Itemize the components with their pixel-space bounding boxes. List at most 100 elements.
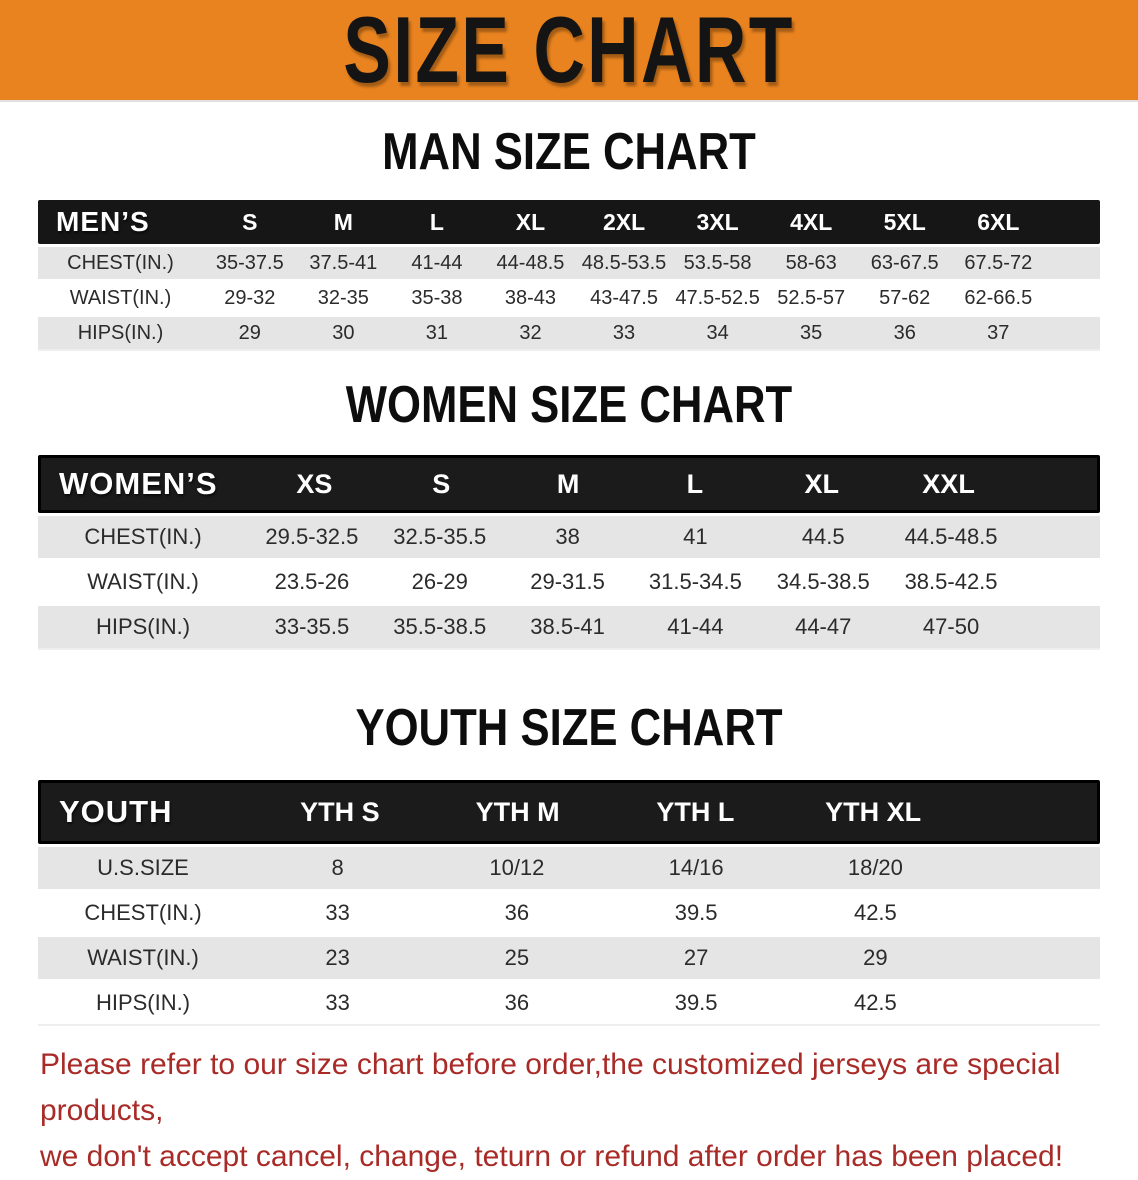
column-header: 5XL [883, 208, 926, 235]
row-cells: 23 25 27 29 [248, 945, 1100, 971]
table-row: CHEST(IN.) 33 36 39.5 42.5 [38, 889, 1100, 934]
row-label: CHEST(IN.) [84, 524, 202, 549]
table-row: HIPS(IN.) 33-35.5 35.5-38.5 38.5-41 41-44 44-… [38, 603, 1100, 648]
size-chart-section: WOMEN SIZE CHART WOMEN’S XS S M L XL XXL CHEST(I… [38, 379, 1100, 650]
size-cell: 62-66.5 [964, 286, 1033, 309]
size-cell: 39.5 [674, 990, 718, 1015]
size-cell: 38.5-42.5 [904, 569, 998, 594]
table-title: WOMEN’S [59, 466, 218, 501]
size-cell: 32 [519, 321, 542, 344]
row-cells: 29-32 32-35 35-38 38-43 43-47.5 47.5-52.5 52.5… [203, 287, 1100, 310]
column-header: XL [804, 468, 839, 499]
size-cell: 44-47 [795, 614, 852, 639]
row-cells: 33 36 39.5 42.5 [248, 900, 1100, 926]
table-row: CHEST(IN.) 35-37.5 37.5-41 41-44 44-48.5 48.5… [38, 244, 1100, 279]
size-cell: 14/16 [668, 855, 724, 880]
size-cell: 35 [800, 321, 823, 344]
column-header: YTH XL [825, 796, 922, 827]
column-header: YTH M [475, 796, 560, 827]
table-header-row: MEN’S S M L XL 2XL 3XL 4XL 5XL 6XL [38, 200, 1100, 244]
table-row: CHEST(IN.) 29.5-32.5 32.5-35.5 38 41 44.5 44.5… [38, 513, 1100, 558]
column-header: YTH L [656, 796, 735, 827]
table-title: MEN’S [56, 206, 150, 237]
row-cells: 33 36 39.5 42.5 [248, 990, 1100, 1016]
row-label: HIPS(IN.) [77, 321, 164, 344]
size-cell: 33 [325, 990, 350, 1015]
size-cell: 67.5-72 [964, 251, 1033, 274]
row-label: CHEST(IN.) [67, 251, 174, 274]
size-cell: 34 [706, 321, 729, 344]
size-cell: 34.5-38.5 [776, 569, 870, 594]
size-cell: 37.5-41 [309, 251, 378, 274]
size-cell: 41-44 [411, 251, 463, 274]
row-cells: 33-35.5 35.5-38.5 38.5-41 41-44 44-47 47-50 [248, 614, 1100, 640]
table-header-row: WOMEN’S XS S M L XL XXL [38, 455, 1100, 513]
header-cells: XS S M L XL XXL [251, 469, 1097, 500]
header-cells: YTH S YTH M YTH L YTH XL [251, 797, 1097, 828]
size-cell: 47-50 [922, 614, 980, 639]
size-cell: 31 [425, 321, 449, 344]
size-cell: 52.5-57 [777, 286, 846, 309]
size-cell: 44.5 [801, 524, 845, 549]
column-header: 6XL [977, 208, 1020, 235]
size-cell: 39.5 [674, 900, 718, 925]
row-label: U.S.SIZE [97, 855, 189, 880]
size-cell: 38 [555, 524, 580, 549]
page-title: SIZE CHART [343, 0, 795, 102]
size-cell: 42.5 [853, 900, 897, 925]
size-cell: 36 [504, 900, 530, 925]
table-row: WAIST(IN.) 23.5-26 26-29 29-31.5 31.5-34.5 34… [38, 558, 1100, 603]
size-cell: 27 [683, 945, 709, 970]
size-cell: 47.5-52.5 [675, 286, 760, 309]
size-cell: 29 [863, 945, 888, 970]
column-header: M [556, 468, 580, 499]
size-cell: 57-62 [879, 286, 931, 309]
row-label: WAIST(IN.) [87, 945, 199, 970]
row-label: HIPS(IN.) [95, 614, 191, 639]
size-cell: 58-63 [785, 251, 837, 274]
size-sections: MAN SIZE CHART MEN’S S M L XL 2XL 3XL 4XL 5XL 6XL C… [0, 126, 1138, 1026]
size-cell: 29-31.5 [530, 569, 605, 594]
section-heading: WOMEN SIZE CHART [345, 376, 793, 434]
size-cell: 41 [683, 524, 708, 549]
size-cell: 38-43 [504, 286, 557, 309]
size-cell: 32.5-35.5 [393, 524, 487, 549]
column-header: L [429, 208, 444, 235]
size-cell: 26-29 [411, 569, 468, 594]
size-cell: 42.5 [853, 990, 897, 1015]
row-cells: 35-37.5 37.5-41 41-44 44-48.5 48.5-53.5 53.5-… [203, 252, 1100, 275]
size-cell: 53.5-58 [683, 251, 752, 274]
size-cell: 35.5-38.5 [393, 614, 487, 639]
table-row: WAIST(IN.) 23 25 27 29 [38, 934, 1100, 979]
size-cell: 23.5-26 [274, 569, 350, 594]
table-row: HIPS(IN.) 33 36 39.5 42.5 [38, 979, 1100, 1024]
row-cells: 29 30 31 32 33 34 35 36 37 [203, 322, 1100, 345]
size-cell: 63-67.5 [870, 251, 939, 274]
disclaimer-line-1: Please refer to our size chart before or… [40, 1048, 1061, 1127]
size-cell: 48.5-53.5 [581, 251, 667, 274]
size-cell: 43-47.5 [590, 286, 658, 309]
size-cell: 8 [331, 855, 344, 880]
size-cell: 41-44 [667, 614, 724, 639]
size-cell: 36 [504, 990, 530, 1015]
row-label: HIPS(IN.) [95, 990, 191, 1015]
row-cells: 8 10/12 14/16 18/20 [248, 855, 1100, 881]
row-label: WAIST(IN.) [69, 286, 172, 309]
column-header: 2XL [602, 208, 646, 235]
size-cell: 29-32 [224, 286, 276, 309]
header-cells: S M L XL 2XL 3XL 4XL 5XL 6XL [203, 209, 1100, 236]
size-cell: 36 [893, 321, 916, 344]
size-cell: 30 [332, 321, 355, 344]
table-row: HIPS(IN.) 29 30 31 32 33 34 35 36 37 [38, 314, 1100, 349]
column-header: YTH S [300, 796, 380, 827]
size-chart-section: YOUTH SIZE CHART YOUTH YTH S YTH M YTH L YTH … [38, 702, 1100, 1026]
size-cell: 38.5-41 [530, 614, 605, 639]
table-title: YOUTH [59, 794, 173, 829]
section-heading: YOUTH SIZE CHART [355, 699, 783, 757]
row-label: WAIST(IN.) [87, 569, 199, 594]
size-chart-section: MAN SIZE CHART MEN’S S M L XL 2XL 3XL 4XL 5XL 6XL C… [38, 126, 1100, 351]
row-cells: 29.5-32.5 32.5-35.5 38 41 44.5 44.5-48.5 [248, 524, 1100, 550]
size-table: YOUTH YTH S YTH M YTH L YTH XL U.S.SIZE 8 10/12… [38, 780, 1100, 1026]
column-header: 4XL [790, 208, 833, 235]
